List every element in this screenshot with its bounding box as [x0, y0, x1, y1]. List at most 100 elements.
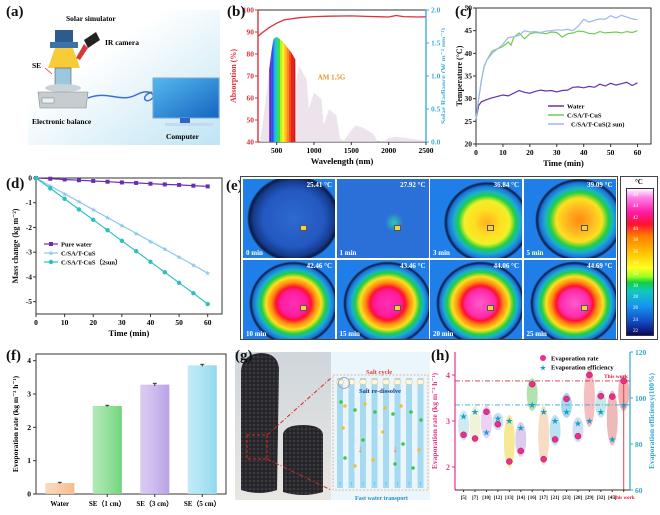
data-point: ★ [176, 254, 182, 262]
panel-f: (f) 0 1 2 3 4 Evoporation rate (kg m⁻² h⁻¹) Wa… [0, 340, 235, 510]
data-point [177, 182, 182, 187]
water-up-arrow: ↑ [373, 480, 377, 488]
data-point [148, 181, 153, 186]
comparison-scatter-chart: ★ [5] ★ [7] ★ [10] ★ [12] ★ [13] ★ [14] ★ [16] ★ [17] ★ [… [430, 348, 656, 501]
water-channels: ↑ ↑ ↑ ↑ ↑ ↑ ↑ ↑ ↓ ↓ [336, 378, 425, 488]
y-tick-label: -2 [26, 223, 32, 232]
x-tick-label: 2500 [419, 146, 434, 155]
x-tick-label: 50 [175, 318, 183, 327]
y2-tick-label: 1.0 [431, 72, 441, 81]
data-point [49, 242, 53, 246]
x-tick-label: [10] [482, 496, 491, 501]
rate-point [540, 455, 547, 463]
x-tick-label: [7] [472, 496, 478, 501]
plot-frame [35, 177, 223, 315]
ir-elapsed-time: 1 min [339, 249, 357, 257]
series-line-water [475, 81, 638, 120]
ir-camera-icon [76, 32, 100, 60]
plot-frame [35, 353, 227, 495]
data-point [48, 186, 53, 191]
y2-axis-label: Solar Radiance (W m⁻² nm⁻¹) [439, 28, 445, 124]
ion-particle [417, 448, 421, 452]
ion-particle [391, 412, 395, 416]
y-tick-label: -5 [26, 297, 32, 306]
visible-spectrum-band [280, 39, 283, 142]
salt-schematic-frame [332, 374, 429, 491]
x-tick-label: [14] [517, 496, 526, 501]
colorbar-gradient [626, 188, 654, 336]
y-axis-label: Evoporation rate (kg m⁻² h⁻¹) [11, 375, 20, 472]
y-tick-label: 50 [247, 116, 255, 125]
legend-label: Water [567, 104, 584, 111]
data-point [133, 248, 139, 254]
x-tick-label: 30 [553, 148, 561, 157]
ir-max-temperature: 36.84 °C [493, 181, 519, 189]
se-pointer [44, 67, 53, 75]
panel-label-h: (h) [431, 348, 450, 364]
bar-fill [140, 384, 170, 494]
data-point: ★ [48, 250, 54, 258]
efficiency-point: ★ [562, 407, 570, 417]
data-point: ★ [119, 222, 125, 230]
salt-crystal-highlight [338, 377, 350, 389]
ir-elapsed-time: 15 min [339, 329, 360, 338]
x-tick-label: [45] [608, 496, 617, 501]
x-tick-label: 60 [204, 318, 212, 327]
rate-point [483, 408, 490, 416]
colorbar-unit: °C [635, 178, 643, 186]
legend-label: C/SA/T-CuS [61, 251, 96, 258]
ir-elapsed-time: 10 min [246, 329, 267, 338]
data-point [205, 184, 210, 189]
efficiency-point: ★ [460, 411, 468, 421]
absorption-line [257, 14, 427, 37]
x-tick-label: [28] [574, 496, 583, 501]
setup-schematic: Solar simulator IR camera SE Electronic … [28, 10, 220, 145]
rate-point [586, 371, 593, 379]
ir-image-frame: 36.84 °C 3 min [430, 179, 522, 258]
water-up-arrow: ↑ [396, 480, 400, 488]
x-tick-label: 10 [499, 148, 507, 157]
x-tick-label: 30 [118, 318, 126, 327]
data-point [48, 176, 53, 181]
data-point: ★ [147, 238, 153, 246]
y-tick-label: 40 [247, 138, 255, 147]
data-point [176, 280, 182, 286]
data-point [148, 259, 153, 265]
panel-label-e: (e) [226, 178, 243, 194]
x-tick-label: 40 [580, 148, 588, 157]
water-channel [371, 378, 378, 488]
comparison-range-ellipse [538, 405, 550, 466]
y2-tick-label: 100 [635, 394, 647, 403]
water-channel [383, 378, 389, 488]
solar-simulator-icon [48, 30, 80, 68]
rate-point [471, 435, 479, 442]
y2-tick-label: 60 [635, 486, 643, 495]
y-axis-label: Evaporation rate (kg m⁻² h⁻¹) [430, 372, 439, 469]
panel-label-b: (b) [227, 4, 246, 20]
label-computer: Computer [166, 132, 200, 141]
data-point [162, 182, 167, 187]
y2-tick-label: 80 [635, 440, 643, 449]
legend-efficiency-label: Evaporation efficiency [551, 365, 614, 372]
ir-max-temperature: 43.46 °C [400, 261, 426, 270]
data-point [76, 207, 82, 212]
sample-photo-and-salt-schematic: ↑ ↑ ↑ ↑ ↑ ↑ ↑ ↑ ↓ ↓ Salt cycle Salt re-dissolve F… [235, 352, 430, 502]
ir-image-frame: 25.41 °C 0 min [243, 179, 335, 258]
colorbar-tick-label: 34 [633, 261, 638, 266]
rate-point [528, 380, 536, 388]
measurement-point-marker [300, 224, 308, 231]
ion-particle [343, 404, 347, 408]
water-channel [348, 378, 355, 488]
water-channel [394, 378, 401, 488]
x-tick-label: 1000 [307, 146, 322, 155]
y2-tick-label: 2.0 [431, 6, 441, 15]
ir-elapsed-time: 5 min [526, 249, 544, 257]
x-tick-label: [17] [539, 496, 548, 501]
ir-max-temperature: 39.09 °C [587, 181, 613, 189]
comparison-range-ellipse [480, 405, 492, 439]
data-point [105, 179, 110, 184]
y-tick-label: 20 [465, 140, 473, 149]
ion-particle [339, 400, 343, 404]
label-solar-simulator: Solar simulator [66, 14, 116, 23]
short-sample-photo [283, 425, 323, 495]
